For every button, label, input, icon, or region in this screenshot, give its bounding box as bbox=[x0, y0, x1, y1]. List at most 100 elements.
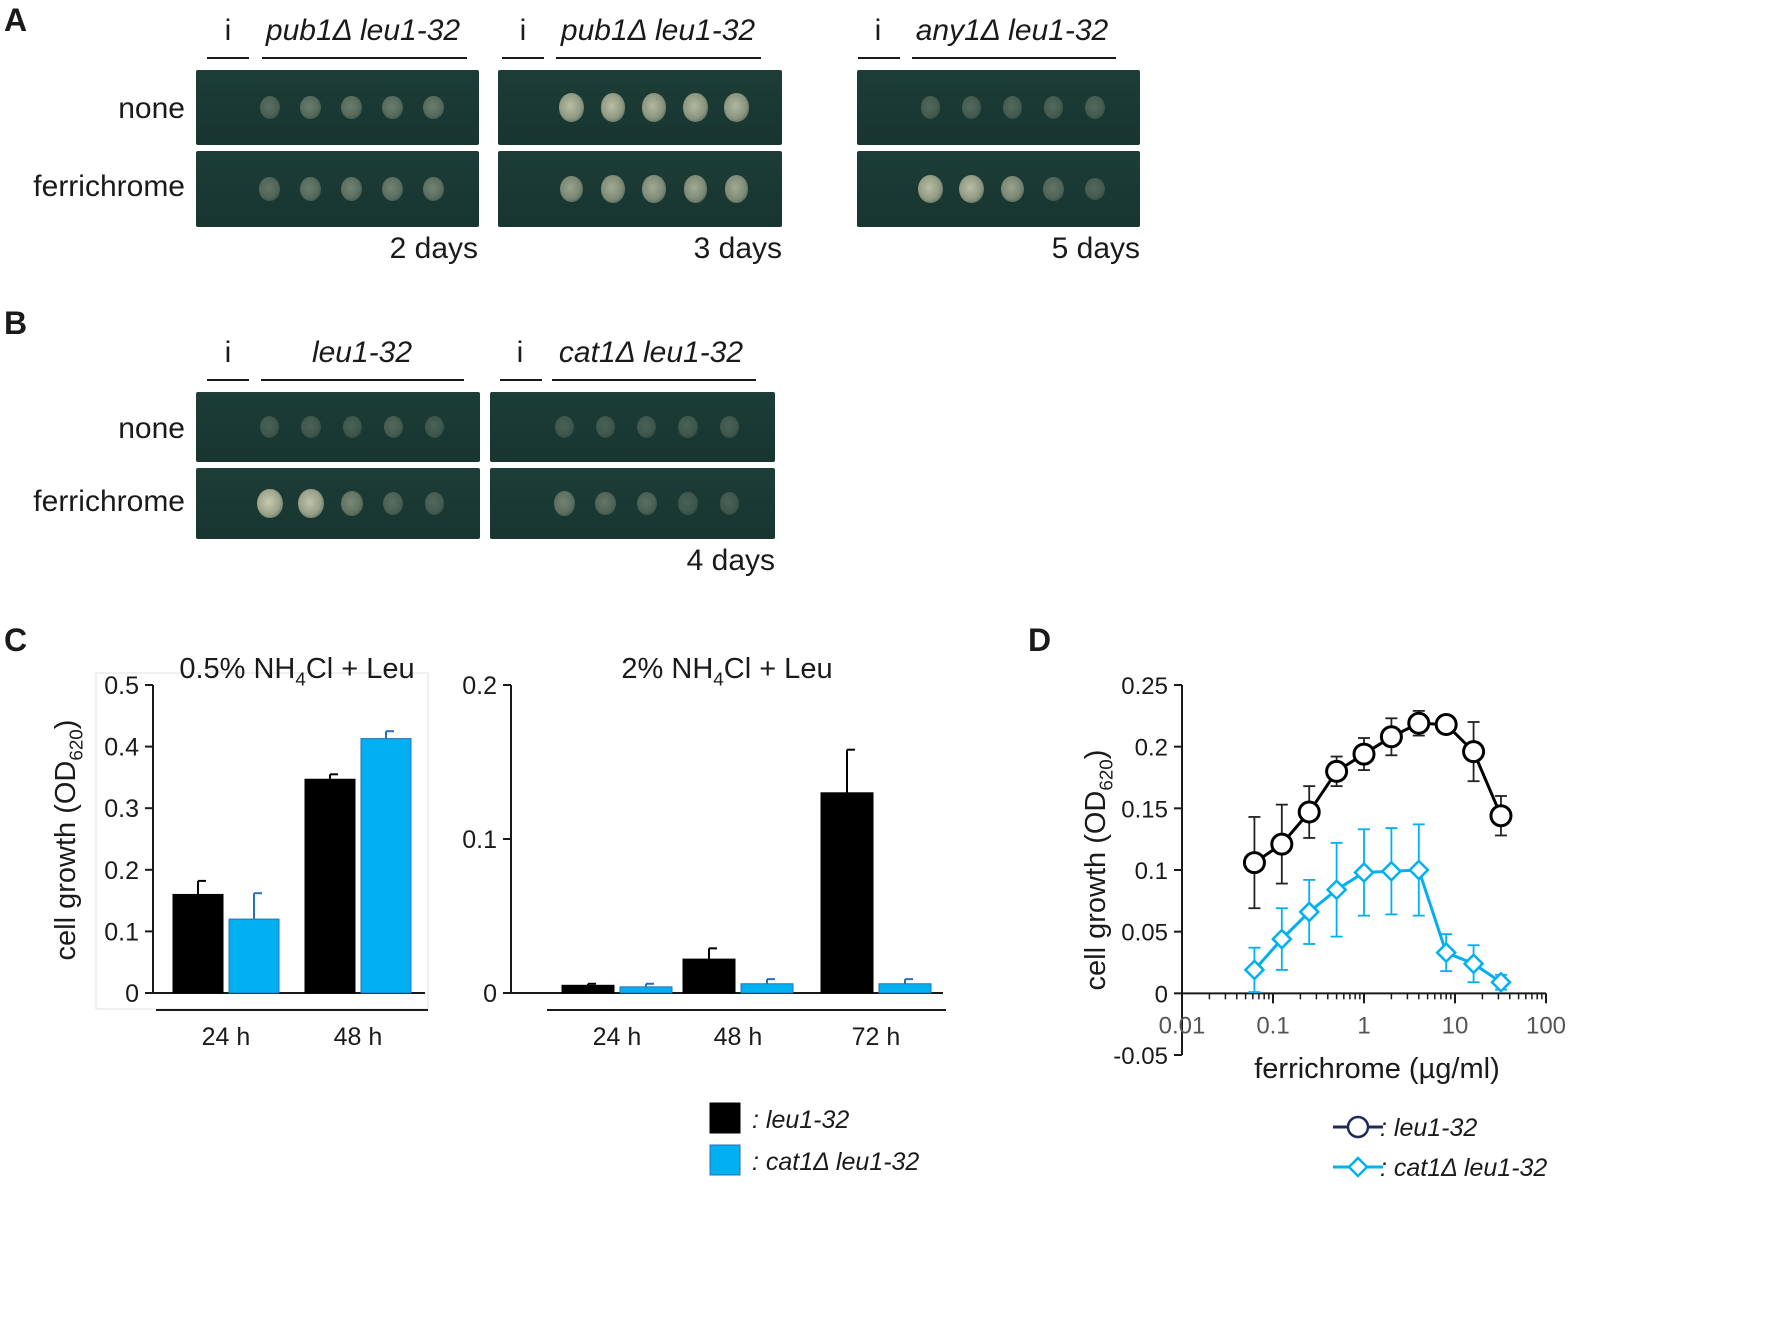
colony-spot bbox=[382, 95, 404, 120]
colony-spot bbox=[601, 175, 625, 203]
colony-spot bbox=[560, 175, 584, 203]
panel-a-g3-days: 5 days bbox=[1051, 232, 1140, 265]
colony-spot bbox=[423, 95, 445, 120]
panel-a-g2-days: 3 days bbox=[693, 232, 782, 265]
panel-c-chart: 0 0.1 0.2 0.3 0.4 0.5 24 h 48 h 0 0.1 0.2 24 h 48 h 7… bbox=[50, 653, 946, 1176]
y-tick-label: 0.5 bbox=[104, 672, 139, 700]
panel-a-g1-plate-none bbox=[196, 70, 479, 145]
x-tick-label: 100 bbox=[1526, 1012, 1566, 1039]
colony-spot bbox=[636, 492, 657, 515]
colony-spot bbox=[678, 492, 698, 515]
bar-leu1-32 bbox=[682, 958, 736, 994]
colony-spot bbox=[259, 177, 280, 201]
category-label: 24 h bbox=[202, 1023, 251, 1051]
colony-spot bbox=[383, 492, 404, 515]
legend-label: : cat1Δ leu1-32 bbox=[752, 1148, 919, 1176]
panel-a-g1-i-label: i bbox=[224, 14, 232, 47]
legend-label: : leu1-32 bbox=[1380, 1114, 1477, 1142]
x-axis-label: ferrichrome (µg/ml) bbox=[1254, 1053, 1500, 1085]
data-point-circle bbox=[1379, 725, 1403, 749]
panel-b-g1-i-label: i bbox=[224, 336, 232, 369]
colony-spot bbox=[920, 96, 941, 119]
colony-spot bbox=[424, 415, 445, 439]
colony-spot bbox=[642, 93, 667, 122]
panel-b-g1-plate-none bbox=[196, 392, 480, 462]
y-tick-label: 0.1 bbox=[104, 918, 139, 946]
panel-a-g3-i-label: i bbox=[874, 14, 882, 47]
panel-a-g2-plate-ferrichrome bbox=[498, 151, 782, 227]
panel-a-g3-plate-none bbox=[857, 70, 1140, 145]
y-tick-label: 0.25 bbox=[1121, 673, 1168, 700]
category-label: 48 h bbox=[714, 1023, 763, 1051]
legend-swatch bbox=[709, 1102, 741, 1134]
legend-marker-diamond bbox=[1347, 1156, 1369, 1178]
data-point-circle bbox=[1270, 832, 1294, 856]
x-tick-label: 1 bbox=[1357, 1012, 1370, 1039]
bar-cat1-leu1-32 bbox=[740, 983, 794, 994]
series-line-cat1-leu1-32 bbox=[1253, 868, 1502, 984]
panel-b-g1-plate-ferrichrome bbox=[196, 468, 480, 539]
colony-spot bbox=[301, 415, 321, 439]
category-label: 48 h bbox=[334, 1023, 383, 1051]
colony-spot bbox=[383, 415, 404, 439]
panel-b-g2-i-line bbox=[500, 379, 542, 381]
colony-spot bbox=[298, 489, 324, 518]
data-point-circle bbox=[1297, 800, 1321, 824]
colony-spot bbox=[300, 177, 321, 201]
x-tick-label: 10 bbox=[1442, 1012, 1469, 1039]
panel-a-g1-strain: pub1Δ leu1-32 bbox=[265, 14, 461, 47]
colony-spot bbox=[600, 93, 626, 122]
colony-spot bbox=[257, 488, 283, 519]
legend-label: : leu1-32 bbox=[752, 1106, 849, 1134]
panel-a-g2-strain-line bbox=[556, 57, 761, 59]
y-tick-label: 0.1 bbox=[462, 826, 497, 854]
panel-a-letter: A bbox=[4, 2, 28, 38]
panel-a-g1-strain-line bbox=[262, 57, 467, 59]
series-line-leu1-32 bbox=[1253, 721, 1503, 864]
colony-spot bbox=[1043, 177, 1064, 201]
colony-spot bbox=[423, 176, 445, 202]
panel-a-row-ferrichrome-label: ferrichrome bbox=[33, 170, 185, 203]
data-point-diamond bbox=[1435, 941, 1457, 964]
category-label: 24 h bbox=[593, 1023, 642, 1051]
panel-a-g2-i-line bbox=[502, 57, 544, 59]
panel-b-g2-strain: cat1Δ leu1-32 bbox=[558, 336, 744, 369]
colony-spot bbox=[1043, 96, 1064, 119]
legend-marker-circle bbox=[1346, 1115, 1370, 1139]
legend-label: : cat1Δ leu1-32 bbox=[1380, 1154, 1547, 1182]
panel-a-g1-days: 2 days bbox=[389, 232, 478, 265]
panel-b-g2-i-label: i bbox=[516, 336, 524, 369]
panel-a-g2-strain: pub1Δ leu1-32 bbox=[560, 14, 756, 47]
colony-spot bbox=[595, 415, 615, 439]
data-point-diamond bbox=[1271, 928, 1293, 950]
colony-spot bbox=[341, 95, 363, 120]
panel-d-chart: -0.05 0 0.05 0.1 0.15 0.2 0.25 0.01 0.1 1 10 100 fer… bbox=[1080, 673, 1566, 1182]
panel-c-letter: C bbox=[4, 622, 28, 658]
bar-leu1-32 bbox=[820, 792, 874, 994]
bar-leu1-32 bbox=[172, 893, 224, 994]
panel-a-g3-plate-ferrichrome bbox=[857, 151, 1140, 227]
bar-leu1-32 bbox=[561, 984, 615, 994]
data-point-circle bbox=[1489, 804, 1513, 828]
y-tick-label: 0 bbox=[483, 980, 497, 1008]
data-point-circle bbox=[1242, 851, 1266, 875]
y-axis-label: cell growth (OD620) bbox=[50, 720, 86, 961]
colony-spot bbox=[1084, 96, 1105, 119]
colony-spot bbox=[719, 415, 739, 439]
panel-b-g2-strain-line bbox=[552, 379, 756, 381]
panel-a-g3-strain: any1Δ leu1-32 bbox=[915, 14, 1109, 47]
colony-spot bbox=[719, 492, 739, 515]
data-point-circle bbox=[1325, 759, 1349, 783]
panel-d-letter: D bbox=[1028, 622, 1052, 658]
x-tick-label: 0.1 bbox=[1256, 1012, 1289, 1039]
y-tick-label: 0 bbox=[125, 980, 139, 1008]
panel-b-g2-plate-ferrichrome bbox=[490, 468, 775, 539]
panel-a-g1-i-line bbox=[207, 57, 249, 59]
y-tick-label: 0 bbox=[1155, 981, 1168, 1008]
data-point-circle bbox=[1434, 712, 1458, 736]
data-point-diamond bbox=[1353, 861, 1375, 884]
data-point-diamond bbox=[1380, 860, 1403, 883]
colony-spot bbox=[724, 175, 749, 203]
colony-spot bbox=[678, 415, 698, 439]
data-point-diamond bbox=[1462, 952, 1485, 975]
